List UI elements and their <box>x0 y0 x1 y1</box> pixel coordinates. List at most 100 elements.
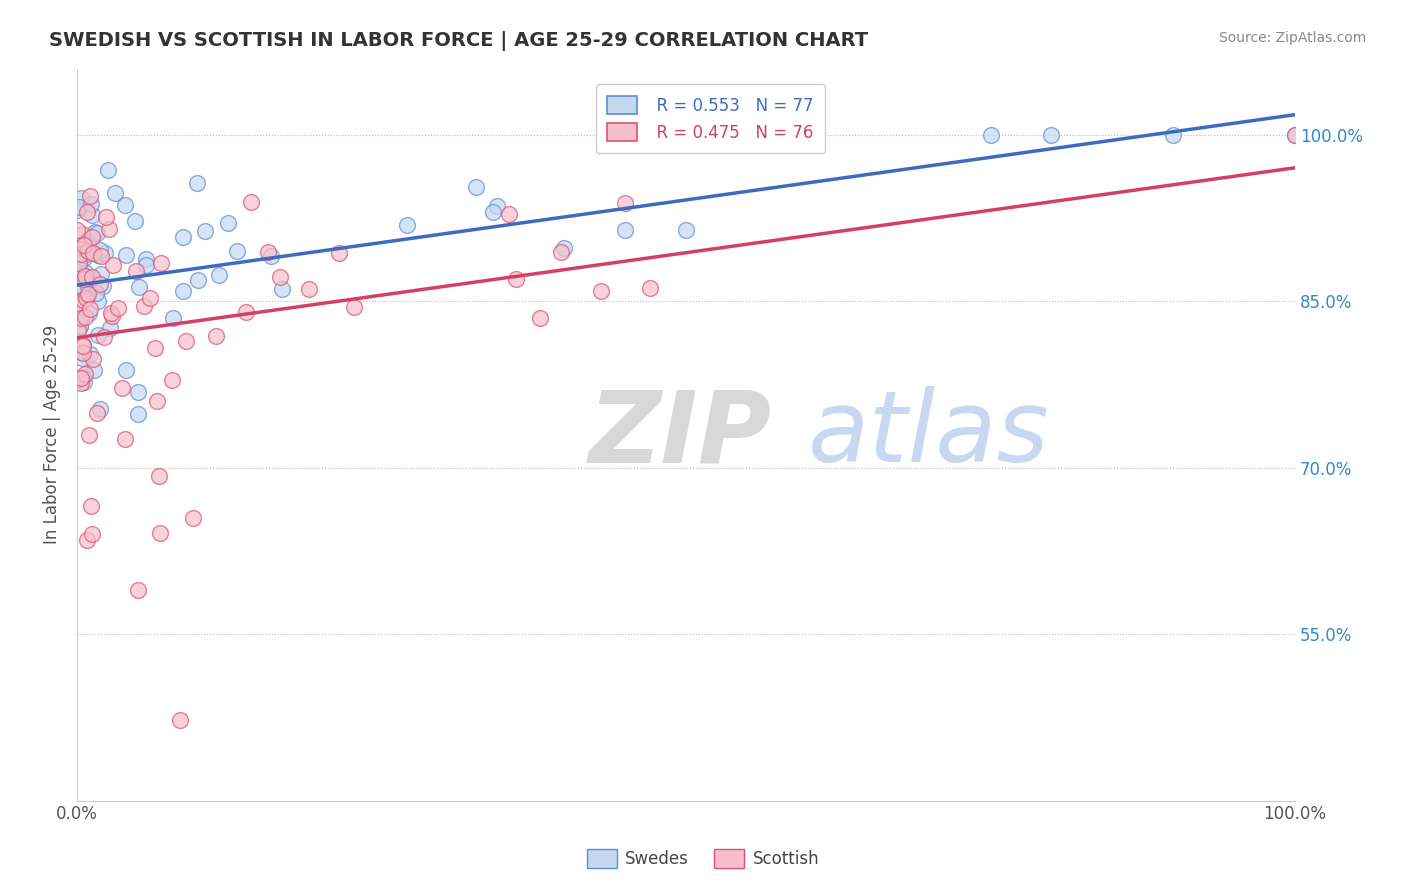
Text: atlas: atlas <box>808 386 1049 483</box>
Point <box>83 225 105 239</box>
Point <box>260 249 283 263</box>
Point <box>94 246 117 260</box>
Point <box>73 375 96 389</box>
Point <box>124 213 146 227</box>
Point <box>70 239 93 253</box>
Point <box>79 301 101 316</box>
Point <box>111 381 134 395</box>
Point <box>343 300 366 314</box>
Point <box>83 273 105 287</box>
Legend:   R = 0.553   N = 77,   R = 0.475   N = 76: R = 0.553 N = 77, R = 0.475 N = 76 <box>596 84 825 153</box>
Point <box>181 510 204 524</box>
Point <box>614 223 637 237</box>
Point <box>271 282 294 296</box>
Point <box>79 197 101 211</box>
Point <box>72 338 94 352</box>
Point <box>97 221 120 235</box>
Point <box>67 261 90 276</box>
Point <box>84 285 107 300</box>
Point <box>77 244 100 258</box>
Point <box>70 345 93 359</box>
Point <box>67 323 90 337</box>
Point <box>66 283 89 297</box>
Point <box>69 270 91 285</box>
Point <box>70 311 93 326</box>
Point <box>143 341 166 355</box>
Point <box>160 373 183 387</box>
Point <box>66 223 89 237</box>
Point <box>240 195 263 210</box>
Point <box>187 272 209 286</box>
Point <box>125 264 148 278</box>
Point <box>89 243 111 257</box>
Point <box>89 277 111 291</box>
Point <box>107 301 129 316</box>
Point <box>66 372 89 386</box>
Point <box>100 306 122 320</box>
Point <box>269 270 291 285</box>
Point <box>86 226 108 240</box>
Point <box>72 239 94 253</box>
Point <box>128 280 150 294</box>
Point <box>66 313 89 327</box>
Point <box>87 248 110 262</box>
Point <box>70 191 93 205</box>
Point <box>75 266 97 280</box>
Point <box>505 272 527 286</box>
Point <box>83 274 105 288</box>
Point <box>87 294 110 309</box>
Point <box>127 385 149 400</box>
Point <box>83 363 105 377</box>
Point <box>132 299 155 313</box>
Point <box>553 241 575 255</box>
Point <box>90 249 112 263</box>
Point <box>73 269 96 284</box>
Point <box>67 280 90 294</box>
Point <box>77 235 100 250</box>
Point <box>79 347 101 361</box>
Point <box>194 224 217 238</box>
Point <box>79 428 101 442</box>
Point <box>235 305 257 319</box>
Point <box>82 352 104 367</box>
Point <box>69 306 91 320</box>
Point <box>298 282 321 296</box>
Point <box>464 180 486 194</box>
Point <box>114 248 136 262</box>
Point <box>675 223 697 237</box>
Point <box>73 247 96 261</box>
Point <box>135 252 157 267</box>
Point <box>91 279 114 293</box>
Point <box>73 310 96 325</box>
Point <box>80 499 103 513</box>
Point <box>97 163 120 178</box>
Text: ZIP: ZIP <box>589 386 772 483</box>
Point <box>104 186 127 201</box>
Point <box>256 245 278 260</box>
Point <box>395 218 418 232</box>
Point <box>75 368 97 382</box>
Point <box>72 346 94 360</box>
Point <box>82 246 104 260</box>
Text: SWEDISH VS SCOTTISH IN LABOR FORCE | AGE 25-29 CORRELATION CHART: SWEDISH VS SCOTTISH IN LABOR FORCE | AGE… <box>49 31 869 51</box>
Point <box>82 526 104 541</box>
Point <box>73 252 96 266</box>
Point <box>69 319 91 334</box>
Point <box>485 199 508 213</box>
Point <box>217 216 239 230</box>
Point <box>93 330 115 344</box>
Point <box>148 469 170 483</box>
Point <box>79 189 101 203</box>
Point <box>77 306 100 320</box>
Point <box>90 268 112 282</box>
Point <box>76 233 98 247</box>
Point <box>76 235 98 250</box>
Point <box>1161 128 1184 142</box>
Point <box>75 292 97 306</box>
Point <box>614 196 637 211</box>
Point <box>72 293 94 307</box>
Point <box>482 205 505 219</box>
Text: Source: ZipAtlas.com: Source: ZipAtlas.com <box>1219 31 1367 45</box>
Point <box>69 246 91 260</box>
Point <box>66 202 89 217</box>
